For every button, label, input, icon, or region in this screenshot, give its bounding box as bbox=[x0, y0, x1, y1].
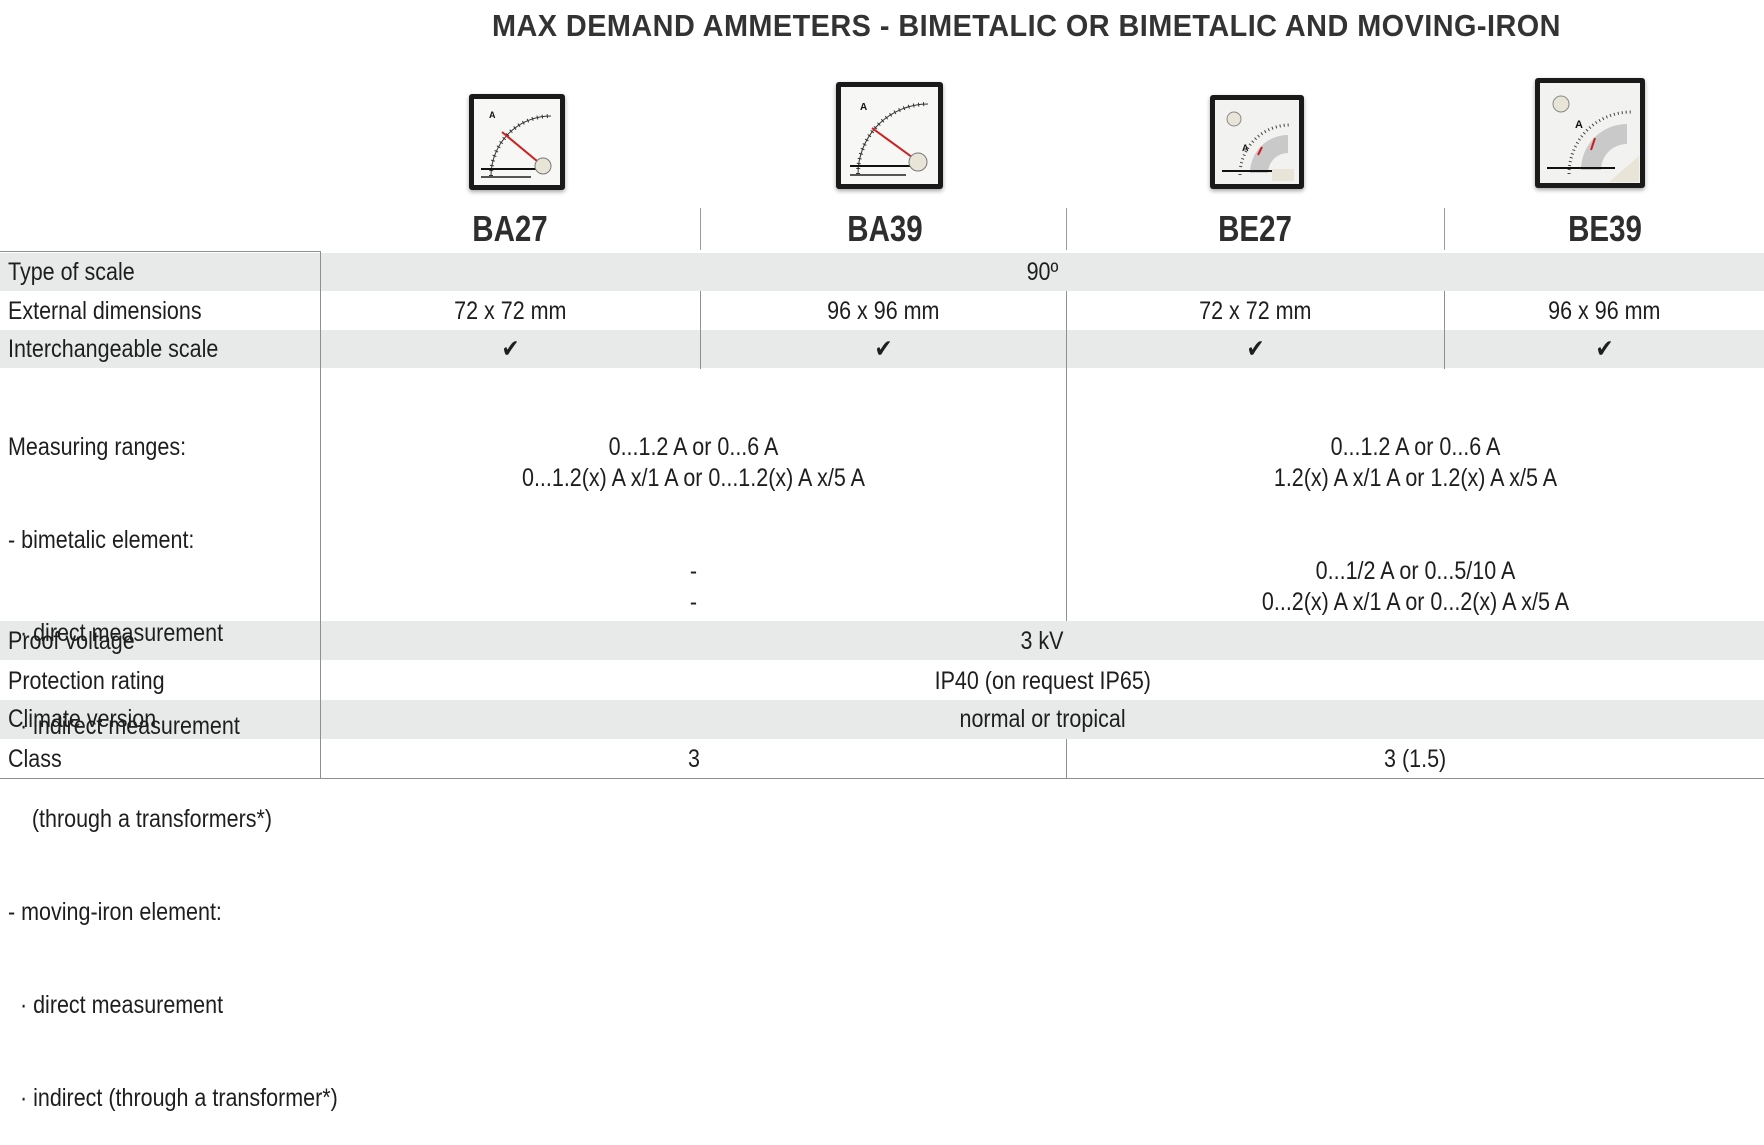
header-divider bbox=[1066, 208, 1067, 250]
svg-text:A: A bbox=[860, 102, 867, 113]
row-shade-interchangeable bbox=[0, 330, 1764, 368]
row-label-proof-voltage: Proof voltage bbox=[8, 627, 135, 655]
column-divider-be39 bbox=[1444, 291, 1445, 369]
be-bimetal-ranges: 0...1.2 A or 0...6 A 1.2(x) A x/1 A or 1… bbox=[1273, 433, 1558, 492]
header-divider bbox=[700, 208, 701, 250]
model-ba39: BA39 bbox=[847, 208, 923, 249]
row-label-class: Class bbox=[8, 745, 62, 773]
check-icon: ✔ bbox=[874, 335, 893, 363]
value-dimensions-be27: 72 x 72 mm bbox=[1199, 297, 1312, 325]
row-label-interchangeable-scale: Interchangeable scale bbox=[8, 335, 219, 363]
value-protection-rating: IP40 (on request IP65) bbox=[934, 667, 1151, 695]
ammeter-be39-icon: A bbox=[1535, 78, 1645, 188]
ammeter-be27-icon: A bbox=[1210, 95, 1304, 189]
model-be27: BE27 bbox=[1218, 208, 1292, 249]
check-icon: ✔ bbox=[501, 335, 520, 363]
ba-moving-iron-ranges: - - bbox=[689, 557, 698, 616]
column-divider-be27 bbox=[1066, 291, 1067, 621]
be-moving-iron-ranges: 0...1/2 A or 0...5/10 A 0...2(x) A x/1 A… bbox=[1261, 557, 1570, 616]
row-label-type-of-scale: Type of scale bbox=[8, 258, 135, 286]
svg-text:A: A bbox=[489, 110, 496, 120]
row-label-protection-rating: Protection rating bbox=[8, 667, 165, 695]
row-shade-proof-voltage bbox=[0, 621, 1764, 660]
row-shade-climate bbox=[0, 700, 1764, 739]
model-ba27: BA27 bbox=[472, 208, 548, 249]
row-shade-type-of-scale bbox=[0, 253, 1764, 291]
ammeter-ba27-icon: A bbox=[469, 94, 565, 190]
ammeter-ba39-icon: A bbox=[836, 82, 943, 189]
model-be39: BE39 bbox=[1568, 208, 1642, 249]
row-label-climate-version: Climate version bbox=[8, 705, 157, 733]
value-dimensions-ba27: 72 x 72 mm bbox=[454, 297, 567, 325]
svg-text:A: A bbox=[1242, 143, 1249, 153]
value-proof-voltage: 3 kV bbox=[1020, 627, 1065, 655]
value-dimensions-ba39: 96 x 96 mm bbox=[827, 297, 940, 325]
check-icon: ✔ bbox=[1246, 335, 1265, 363]
page-title: MAX DEMAND AMMETERS - BIMETALIC OR BIMET… bbox=[492, 8, 1561, 43]
value-climate-version: normal or tropical bbox=[959, 705, 1126, 733]
row-label-external-dimensions: External dimensions bbox=[8, 297, 202, 325]
value-type-of-scale: 90º bbox=[1026, 258, 1059, 286]
value-dimensions-be39: 96 x 96 mm bbox=[1548, 297, 1661, 325]
table-top-line bbox=[0, 251, 320, 252]
ba-bimetal-ranges: 0...1.2 A or 0...6 A 0...1.2(x) A x/1 A … bbox=[521, 433, 865, 492]
value-class-be: 3 (1.5) bbox=[1384, 745, 1447, 773]
check-icon: ✔ bbox=[1595, 335, 1614, 363]
column-divider-ba39 bbox=[700, 291, 701, 369]
svg-text:A: A bbox=[1575, 119, 1583, 131]
label-column-divider bbox=[320, 251, 321, 779]
column-divider-class bbox=[1066, 739, 1067, 779]
header-divider bbox=[1444, 208, 1445, 250]
value-class-ba: 3 bbox=[687, 745, 700, 773]
table-bottom-line bbox=[0, 778, 1764, 779]
